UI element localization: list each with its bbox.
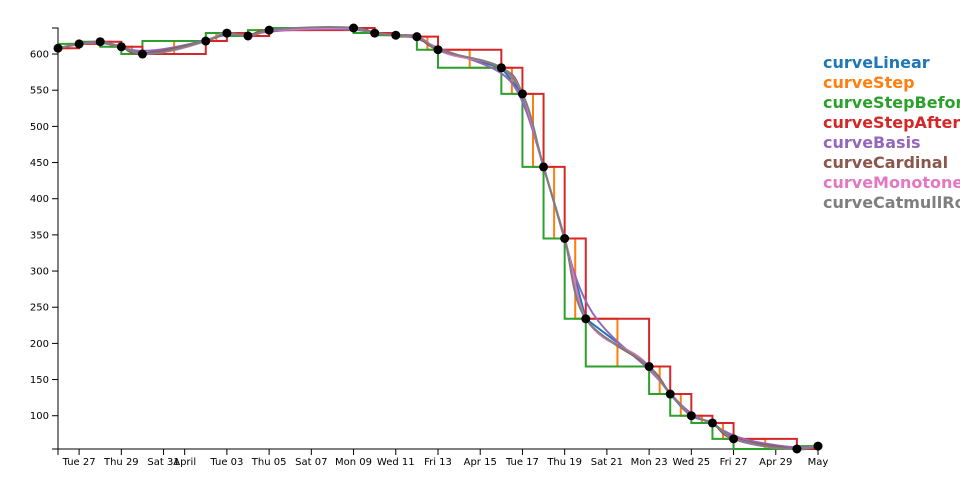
data-point: [74, 39, 84, 49]
data-point: [792, 444, 802, 454]
y-tick-label: 200: [30, 339, 49, 350]
y-tick-label: 400: [30, 194, 49, 205]
data-point: [243, 31, 253, 41]
curve-line: [57, 26, 819, 451]
x-tick-label: Sat 07: [295, 457, 327, 468]
data-point: [560, 234, 570, 243]
data-point: [412, 32, 422, 42]
x-tick-label: Thu 29: [103, 457, 139, 468]
x-tick-label: April: [173, 457, 196, 468]
data-point: [707, 418, 717, 428]
x-tick-label: Fri 27: [720, 457, 748, 468]
y-tick-label: 350: [30, 230, 49, 241]
legend-label: curveLinear: [823, 53, 930, 72]
curve-line: [57, 28, 819, 449]
data-point: [813, 441, 823, 451]
data-point: [581, 314, 591, 324]
data-point: [539, 162, 549, 172]
data-point: [53, 43, 63, 53]
x-tick-label: Tue 27: [62, 457, 96, 468]
data-point: [264, 25, 274, 35]
data-point: [686, 411, 696, 421]
data-point: [349, 23, 359, 33]
legend-label: curveStepAfter: [823, 113, 960, 132]
curve-line: [57, 26, 819, 451]
x-tick-label: Fri 13: [424, 457, 452, 468]
curve-line: [57, 26, 819, 451]
data-point: [433, 45, 443, 55]
y-tick-label: 150: [30, 375, 49, 386]
y-axis: [52, 27, 59, 450]
data-point: [201, 36, 211, 46]
legend-label: curveStepBefore: [823, 93, 960, 112]
data-point: [644, 362, 654, 372]
x-tick-label: Sat 31: [147, 457, 179, 468]
legend-label: curveBasis: [823, 133, 921, 152]
curve-line: [58, 27, 818, 450]
legend-label: curveCatmullRom: [823, 193, 960, 212]
data-point: [391, 30, 401, 40]
data-point: [222, 28, 232, 38]
curve-line: [57, 27, 818, 450]
x-tick-label: Thu 19: [546, 457, 582, 468]
data-point: [137, 49, 147, 59]
y-tick-label: 500: [30, 122, 49, 133]
data-point: [95, 37, 105, 47]
y-tick-label: 600: [30, 50, 49, 61]
data-point: [116, 42, 126, 52]
y-tick-label: 450: [30, 158, 49, 169]
data-point: [496, 63, 506, 73]
curve-line: [58, 27, 819, 450]
x-tick-label: Apr 15: [464, 457, 497, 468]
data-point: [370, 28, 380, 38]
x-tick-label: May: [808, 457, 829, 468]
x-tick-label: Thu 05: [251, 457, 287, 468]
y-tick-label: 550: [30, 86, 49, 97]
x-tick-label: Mon 09: [335, 457, 372, 468]
y-tick-label: 100: [30, 411, 49, 422]
legend-label: curveMonotoneX: [823, 173, 960, 192]
curve-line: [57, 26, 819, 451]
y-tick-label: 300: [30, 267, 49, 278]
x-tick-label: Sat 21: [591, 457, 623, 468]
data-point: [729, 434, 739, 444]
x-tick-label: Wed 11: [377, 457, 415, 468]
x-tick-label: Apr 29: [759, 457, 792, 468]
x-tick-label: Mon 23: [631, 457, 668, 468]
data-point: [517, 89, 527, 99]
data-point: [665, 389, 675, 399]
x-tick-label: Tue 03: [209, 457, 243, 468]
legend-label: curveStep: [823, 73, 915, 92]
y-tick-label: 250: [30, 303, 49, 314]
x-tick-label: Wed 25: [672, 457, 710, 468]
x-tick-label: Tue 17: [505, 457, 539, 468]
legend-label: curveCardinal: [823, 153, 948, 172]
